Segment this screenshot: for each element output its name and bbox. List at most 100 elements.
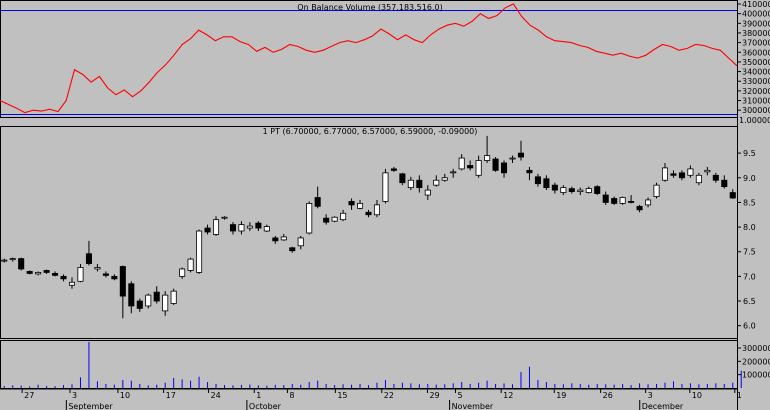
candle-body bbox=[458, 157, 465, 170]
price-title: 1 PT (6.70000, 6.77000, 6.57000, 6.59000… bbox=[263, 127, 478, 136]
obv-y-tick-label: 3800000 bbox=[742, 29, 770, 38]
obv-y-tick-label: 3200000 bbox=[742, 87, 770, 96]
candle-body bbox=[661, 167, 669, 181]
price-y-tick-label: 7.5 bbox=[743, 248, 756, 257]
candle-body bbox=[136, 300, 143, 309]
candle-body bbox=[68, 281, 76, 286]
candle-body bbox=[543, 178, 550, 189]
candle-body bbox=[594, 186, 601, 194]
obv-y-tick-label: 3900000 bbox=[742, 19, 770, 28]
candle-body bbox=[128, 283, 135, 307]
x-day-label: 27 bbox=[24, 391, 34, 400]
candle-body bbox=[729, 192, 736, 199]
candle-body bbox=[238, 224, 245, 232]
candle-body bbox=[348, 201, 355, 206]
candle-body bbox=[450, 171, 457, 174]
candle-body bbox=[695, 174, 702, 184]
candle-body bbox=[628, 201, 635, 203]
candle-body bbox=[145, 294, 152, 307]
x-day-label: 5 bbox=[457, 391, 462, 400]
obv-y-tick-label: 3100000 bbox=[742, 97, 770, 106]
x-day-label: 3 bbox=[648, 391, 653, 400]
x-day-label: 15 bbox=[337, 391, 347, 400]
x-day-label: 29 bbox=[429, 391, 439, 400]
candle-body bbox=[52, 273, 59, 276]
candle-body bbox=[712, 174, 719, 181]
candle-body bbox=[585, 188, 592, 193]
obv-y-tick-label: 3500000 bbox=[742, 58, 770, 67]
candle-body bbox=[517, 152, 525, 158]
obv-y-tick-label: 3700000 bbox=[742, 39, 770, 48]
x-day-label: 10 bbox=[692, 391, 702, 400]
candle-body bbox=[424, 189, 431, 196]
price-scale-label: 1.00000 bbox=[739, 116, 770, 125]
candle-body bbox=[289, 247, 296, 252]
candle-body bbox=[611, 198, 618, 204]
candle-body bbox=[687, 168, 694, 176]
obv-y-tick-label: 3000000 bbox=[742, 106, 770, 115]
candle-body bbox=[484, 155, 491, 161]
candle-body bbox=[196, 230, 203, 273]
candle-body bbox=[560, 187, 567, 193]
x-day-label: 3 bbox=[72, 391, 77, 400]
candle-body bbox=[645, 199, 652, 206]
candle-body bbox=[221, 216, 228, 219]
price-y-tick-label: 7.0 bbox=[743, 272, 756, 281]
candle-body bbox=[263, 226, 270, 232]
obv-y-tick-label: 3300000 bbox=[742, 77, 770, 86]
candle-body bbox=[102, 273, 109, 276]
candle-body bbox=[18, 258, 25, 270]
candle-body bbox=[568, 188, 575, 192]
candle-body bbox=[43, 270, 50, 273]
x-month-label: November bbox=[452, 402, 494, 410]
candle-body bbox=[60, 275, 67, 280]
candle-body bbox=[475, 160, 482, 176]
x-day-label: 8 bbox=[289, 391, 294, 400]
candle-body bbox=[297, 237, 304, 247]
price-y-tick-label: 6.0 bbox=[743, 322, 756, 331]
candle-body bbox=[534, 176, 541, 185]
candle-body bbox=[246, 225, 253, 229]
candle-body bbox=[365, 211, 372, 216]
candle-body bbox=[272, 237, 279, 242]
candle-body bbox=[187, 258, 194, 271]
candle-body bbox=[323, 217, 330, 223]
candle-body bbox=[636, 205, 643, 211]
x-day-label: 26 bbox=[603, 391, 613, 400]
candle-body bbox=[314, 197, 321, 207]
obv-y-tick-label: 4100000 bbox=[742, 0, 770, 9]
obv-title: On Balance Volume (357,183,516.0) bbox=[297, 3, 442, 12]
x-day-label: 12 bbox=[503, 391, 513, 400]
candle-body bbox=[551, 184, 558, 191]
price-y-tick-label: 9.0 bbox=[743, 174, 756, 183]
candle-body bbox=[1, 259, 8, 262]
candle-body bbox=[204, 227, 211, 233]
candle-body bbox=[35, 272, 42, 275]
candle-body bbox=[94, 267, 101, 270]
candle-body bbox=[162, 294, 169, 312]
candle-body bbox=[433, 179, 440, 186]
candle-body bbox=[492, 158, 499, 171]
candle-body bbox=[340, 212, 347, 221]
candle-body bbox=[526, 169, 533, 174]
candle-body bbox=[77, 267, 84, 282]
candle-body bbox=[280, 236, 287, 241]
x-day-label: 1 bbox=[737, 391, 742, 400]
x-day-label: 1 bbox=[256, 391, 261, 400]
x-day-label: 22 bbox=[384, 391, 394, 400]
candle-body bbox=[653, 184, 660, 197]
candle-body bbox=[416, 179, 423, 189]
volume-y-tick-label: 300000 bbox=[742, 344, 770, 353]
x-day-label: 17 bbox=[166, 391, 176, 400]
volume-y-tick-label: 200000 bbox=[742, 357, 770, 366]
candle-body bbox=[721, 179, 728, 188]
candle-body bbox=[704, 169, 711, 173]
price-y-tick-label: 8.5 bbox=[743, 198, 756, 207]
candle-body bbox=[509, 157, 516, 160]
candle-body bbox=[170, 290, 177, 304]
x-day-label: 19 bbox=[556, 391, 566, 400]
candle-body bbox=[382, 172, 389, 202]
